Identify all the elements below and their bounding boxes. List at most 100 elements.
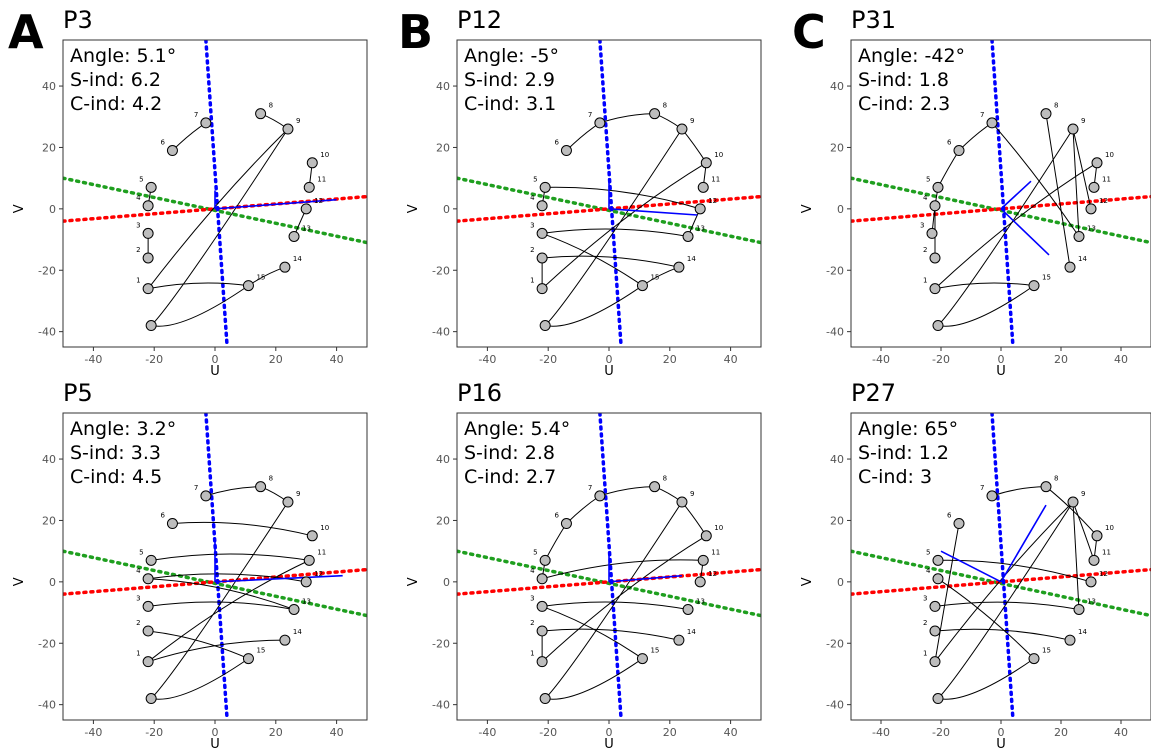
node-5: [539, 181, 551, 193]
node-15: [242, 280, 254, 292]
node-label: 4: [136, 194, 141, 202]
node-label: 7: [980, 111, 984, 119]
annotation-text: Angle: 5.4°: [464, 418, 570, 440]
axis-v-vector: [1000, 180, 1032, 210]
node-label: 14: [687, 255, 696, 263]
node-9: [1067, 123, 1079, 135]
node-label: 12: [708, 570, 717, 578]
trajectory-curve: [934, 282, 1035, 290]
x-tick-label: -20: [539, 726, 557, 739]
trajectory-curve: [958, 122, 993, 151]
y-axis-label: V: [12, 577, 27, 586]
node-6: [560, 518, 572, 530]
node-label: 1: [923, 650, 927, 658]
trajectory-curve: [541, 232, 643, 287]
node-12: [300, 576, 312, 588]
x-tick-label: -20: [932, 353, 950, 366]
node-label: 13: [696, 224, 705, 232]
y-tick-label: -20: [432, 264, 450, 277]
node-label: 2: [136, 619, 140, 627]
y-tick-label: 0: [49, 576, 56, 589]
trajectory-curve: [248, 266, 286, 287]
y-tick-label: 40: [830, 453, 844, 466]
node-14: [1064, 634, 1076, 646]
axis-u-vector: [608, 574, 683, 583]
node-label: 6: [947, 139, 952, 147]
x-tick-label: 40: [1114, 353, 1128, 366]
node-label: 9: [690, 490, 694, 498]
node-8: [649, 108, 661, 120]
node-15: [636, 653, 648, 665]
node-4: [142, 573, 154, 585]
y-tick-label: 20: [42, 514, 56, 527]
node-9: [676, 496, 688, 508]
x-tick-label: 20: [1054, 726, 1068, 739]
x-axis-label: U: [604, 737, 614, 748]
node-label: 2: [530, 619, 534, 627]
y-tick-label: 40: [42, 453, 56, 466]
annotation-text: C-ind: 4.5: [70, 466, 162, 488]
y-tick-label: 0: [443, 203, 450, 216]
node-10: [306, 530, 318, 542]
node-10: [1091, 530, 1103, 542]
node-8: [1040, 481, 1052, 493]
x-tick-label: 0: [212, 726, 219, 739]
x-tick-label: -20: [539, 353, 557, 366]
x-tick-label: -40: [84, 726, 102, 739]
trajectory-curve: [937, 150, 960, 188]
trajectory-curve: [541, 162, 707, 290]
node-12: [1085, 203, 1097, 215]
node-label: 2: [136, 246, 140, 254]
midline-dotted: [598, 40, 623, 347]
trajectory-curve: [147, 559, 310, 663]
trajectory-curve: [1072, 129, 1080, 237]
midline-dotted: [598, 413, 623, 720]
node-label: 1: [136, 277, 140, 285]
trajectory-curve: [937, 658, 1035, 700]
node-2: [536, 625, 548, 637]
node-label: 1: [530, 650, 534, 658]
node-label: 11: [711, 548, 720, 556]
trajectory-curve: [542, 628, 680, 641]
trajectory-curve: [599, 486, 655, 497]
trajectory-curve: [541, 535, 707, 663]
node-label: 14: [1078, 255, 1087, 263]
node-label: 1: [530, 277, 534, 285]
annotation-text: Angle: 65°: [858, 418, 958, 440]
trajectory-curve: [542, 255, 680, 268]
node-5: [932, 181, 944, 193]
start-node: [539, 693, 551, 705]
node-5: [145, 181, 157, 193]
node-label: 2: [923, 246, 927, 254]
node-label: 14: [1078, 628, 1087, 636]
panel-title: P27: [851, 379, 896, 407]
node-2: [929, 252, 941, 264]
node-6: [953, 145, 965, 157]
node-label: 3: [136, 221, 140, 229]
node-label: 12: [314, 197, 323, 205]
annotation-text: Angle: -5°: [464, 45, 559, 67]
trajectory-curve: [934, 162, 1098, 290]
node-label: 1: [136, 650, 140, 658]
green-dotted-line: [851, 549, 1151, 618]
trajectory-curve: [566, 495, 601, 524]
trajectory-curve: [148, 282, 249, 290]
node-label: 12: [1099, 570, 1108, 578]
x-tick-label: -20: [145, 726, 163, 739]
node-15: [1028, 280, 1040, 292]
node-label: 6: [160, 512, 165, 520]
x-tick-label: -40: [872, 726, 890, 739]
node-3: [536, 600, 548, 612]
y-axis-label: V: [406, 577, 421, 586]
node-2: [142, 252, 154, 264]
y-tick-label: -20: [38, 264, 56, 277]
node-11: [1088, 554, 1100, 566]
node-label: 10: [714, 524, 723, 532]
node-label: 7: [588, 484, 592, 492]
trajectory-curve: [150, 128, 289, 326]
node-3: [929, 600, 941, 612]
node-7: [200, 117, 212, 129]
annotation-text: C-ind: 3: [858, 466, 932, 488]
